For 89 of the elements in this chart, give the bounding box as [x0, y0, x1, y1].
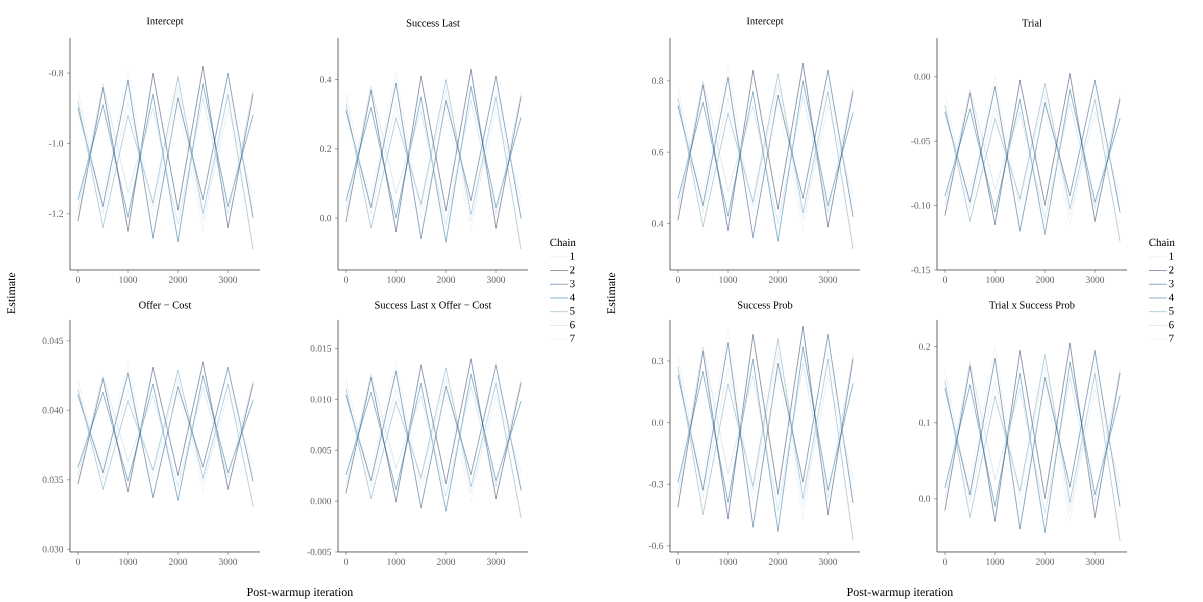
chart-title: Intercept	[746, 17, 784, 27]
y-tick-label: -0.15	[911, 266, 931, 274]
x-tick-label: 3000	[219, 276, 238, 283]
x-tick-label: 1000	[986, 558, 1005, 565]
x-tick-label: 2000	[168, 558, 188, 565]
x-tick-label: 3000	[818, 558, 838, 565]
y-tick-label: 0.040	[42, 407, 64, 414]
y-tick-label: -1.0	[48, 140, 64, 147]
y-tick-label: 0.035	[42, 476, 64, 484]
x-tick-label: 1000	[986, 276, 1005, 283]
y-tick-label: 0.045	[42, 337, 64, 345]
legend-label: 1	[570, 252, 575, 260]
x-tick-label: 3000	[219, 558, 238, 565]
chart-title: Success Prob	[737, 301, 793, 309]
x-tick-label: 3000	[486, 558, 506, 565]
legend-label: 2	[1169, 266, 1174, 274]
chart-title: Trial	[1022, 19, 1042, 27]
legend-label: 6	[570, 321, 575, 329]
chart-title: Trial x Success Prob	[989, 301, 1075, 309]
y-tick-label: 0.4	[320, 76, 332, 83]
y-tick-label: 0.015	[310, 345, 332, 352]
legend-label: 2	[570, 266, 575, 274]
x-tick-label: 3000	[1085, 276, 1105, 283]
legend-label: 7	[1169, 334, 1174, 342]
x-tick-label: 1000	[719, 276, 738, 283]
y-tick-label: -0.3	[648, 481, 664, 488]
legend-label: 3	[570, 280, 575, 288]
chart-title: Success Last	[406, 19, 460, 27]
y-tick-label: -0.05	[911, 137, 931, 145]
y-tick-label: 0.6	[652, 149, 664, 156]
y-tick-label: 0.2	[320, 145, 331, 153]
x-tick-label: 2000	[1035, 276, 1055, 283]
x-tick-label: 0	[76, 558, 81, 565]
y-tick-label: 0.005	[310, 447, 332, 454]
x-axis-title: Post-warmup iteration	[246, 588, 354, 599]
y-tick-label: -0.6	[648, 542, 664, 550]
x-tick-label: 2000	[768, 558, 788, 565]
x-tick-label: 1000	[719, 558, 738, 565]
x-tick-label: 1000	[119, 558, 138, 565]
legend-label: 4	[1168, 293, 1174, 301]
y-tick-label: 0.010	[310, 396, 332, 403]
x-tick-label: 2000	[1035, 558, 1055, 565]
x-tick-label: 0	[344, 276, 349, 283]
legend-title: Chain	[1149, 238, 1175, 247]
x-tick-label: 3000	[818, 276, 838, 283]
y-tick-label: -1.2	[48, 210, 63, 218]
x-tick-label: 0	[676, 558, 681, 565]
legend-label: 1	[1169, 252, 1174, 260]
y-tick-label: 0.2	[919, 343, 930, 350]
x-tick-label: 0	[943, 276, 948, 283]
x-axis-title: Post-warmup iteration	[846, 588, 954, 599]
legend-title: Chain	[550, 238, 576, 247]
x-tick-label: 3000	[1085, 558, 1105, 565]
y-tick-label: 0.8	[652, 77, 664, 85]
y-tick-label: 0.1	[919, 419, 930, 426]
y-tick-label: 0.3	[652, 357, 664, 365]
x-tick-label: 1000	[119, 276, 138, 283]
legend-label: 6	[1169, 321, 1174, 329]
y-tick-label: -0.005	[307, 548, 332, 556]
x-tick-label: 2000	[168, 276, 188, 283]
legend-label: 7	[570, 334, 575, 342]
x-tick-label: 1000	[387, 276, 406, 283]
y-tick-label: 0.0	[919, 495, 931, 503]
x-tick-label: 0	[344, 558, 349, 565]
legend-label: 4	[569, 293, 575, 301]
y-tick-label: 0.0	[320, 214, 332, 222]
x-tick-label: 2000	[768, 276, 788, 283]
chart-title: Success Last x Offer − Cost	[375, 301, 492, 309]
x-tick-label: 1000	[387, 558, 406, 565]
y-tick-label: -0.8	[48, 70, 64, 77]
x-tick-label: 0	[943, 558, 948, 565]
y-tick-label: 0.0	[652, 419, 664, 426]
y-tick-label: 0.030	[42, 546, 64, 553]
x-tick-label: 3000	[486, 276, 506, 283]
y-axis-title: Estimate	[607, 272, 616, 314]
x-tick-label: 0	[676, 276, 681, 283]
y-tick-label: 0.4	[652, 220, 664, 227]
legend-label: 5	[1169, 307, 1174, 315]
legend-label: 3	[1169, 280, 1174, 288]
legend-label: 5	[570, 307, 575, 315]
chart-title: Offer − Cost	[139, 301, 192, 309]
y-tick-label: 0.000	[310, 498, 332, 505]
x-tick-label: 2000	[436, 558, 456, 565]
y-tick-label: -0.10	[911, 202, 931, 209]
y-axis-title: Estimate	[7, 272, 16, 314]
x-tick-label: 2000	[436, 276, 456, 283]
y-tick-label: 0.00	[914, 73, 931, 80]
chart-title: Intercept	[146, 17, 184, 27]
x-tick-label: 0	[76, 276, 81, 283]
